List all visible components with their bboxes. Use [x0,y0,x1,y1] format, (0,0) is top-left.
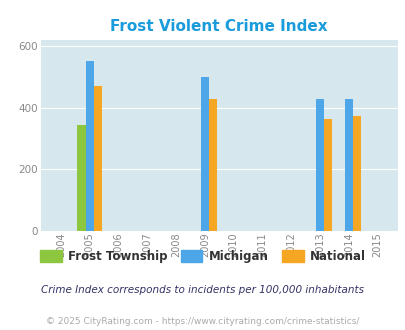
Text: © 2025 CityRating.com - https://www.cityrating.com/crime-statistics/: © 2025 CityRating.com - https://www.city… [46,317,359,326]
Bar [85,61,94,231]
Bar [323,119,331,231]
Legend: Frost Township, Michigan, National: Frost Township, Michigan, National [36,245,369,268]
Bar [344,99,352,231]
Bar [94,86,101,231]
Bar [200,77,208,231]
Bar [208,99,216,231]
Bar [77,125,85,231]
Title: Frost Violent Crime Index: Frost Violent Crime Index [110,19,327,34]
Text: Crime Index corresponds to incidents per 100,000 inhabitants: Crime Index corresponds to incidents per… [41,285,364,295]
Bar [315,99,323,231]
Bar [352,116,360,231]
